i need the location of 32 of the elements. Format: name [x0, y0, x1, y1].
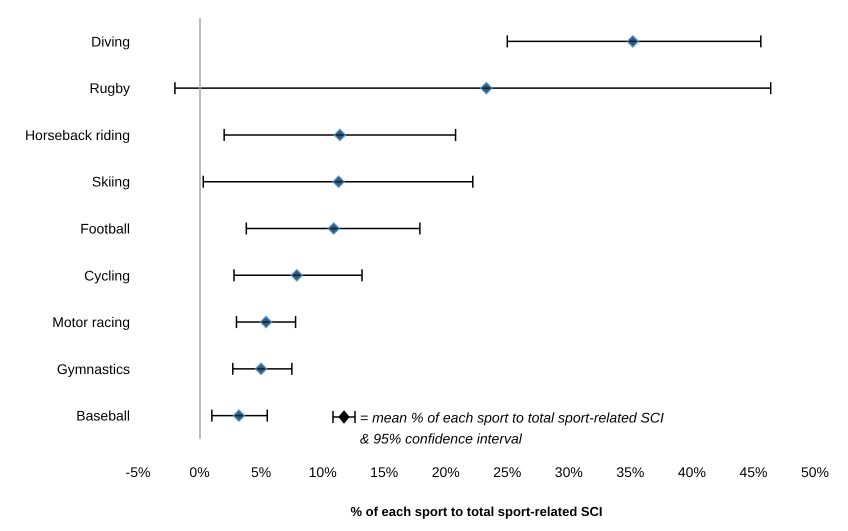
point: [260, 316, 272, 328]
x-tick-label: 20%: [432, 464, 460, 480]
x-tick-label: 30%: [554, 464, 583, 480]
y-tick-label: Football: [80, 220, 130, 236]
y-tick-label: Gymnastics: [56, 360, 130, 377]
x-tick-label: 10%: [308, 464, 337, 480]
y-tick-label: Diving: [91, 33, 130, 50]
point: [290, 269, 304, 282]
x-tick-label: 50%: [800, 464, 830, 480]
x-axis-title: % of each sport to total sport-related SCI: [350, 504, 603, 519]
point: [232, 409, 246, 422]
y-tick-label: Cycling: [84, 267, 130, 284]
x-tick-label: 5%: [250, 464, 272, 480]
x-tick-label: 0%: [189, 464, 210, 480]
point: [334, 128, 346, 142]
y-tick-label: Motor racing: [52, 314, 130, 330]
x-tick-label: 40%: [678, 464, 706, 480]
point: [254, 362, 268, 376]
x-tick-label: 25%: [493, 464, 522, 480]
x-tick-label: 15%: [370, 464, 398, 480]
point: [480, 82, 493, 94]
x-tick-label: -5%: [126, 464, 150, 480]
x-tick-label: 35%: [616, 464, 644, 480]
point: [327, 222, 340, 235]
annotation: = mean % of each sport to total sport-related SCI & 95% confidence interval: [360, 410, 664, 446]
x-tick-label: 45%: [739, 464, 768, 480]
y-tick-label: Horseback riding: [24, 126, 130, 143]
y-tick-label: Rugby: [90, 80, 130, 96]
y-tick-label: Baseball: [76, 408, 130, 424]
y-tick-label: Skiing: [92, 174, 130, 190]
point: [332, 175, 345, 188]
point: [626, 35, 640, 48]
